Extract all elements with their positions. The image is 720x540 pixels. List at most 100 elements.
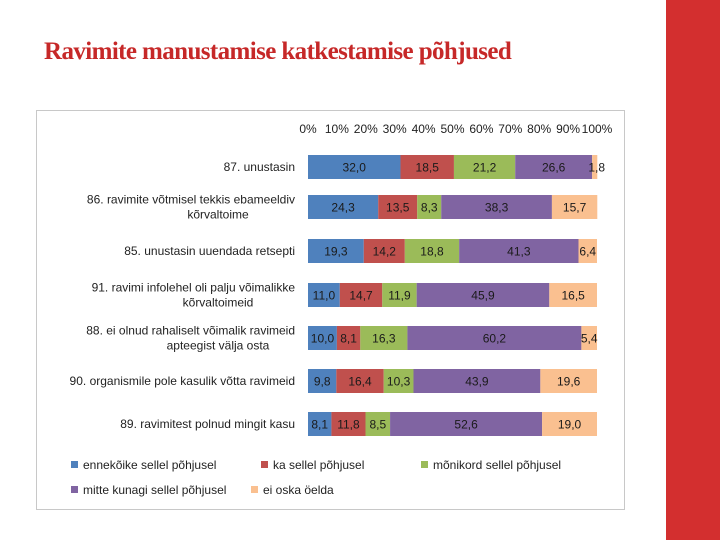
bar-segment-r2-s4 <box>578 239 597 263</box>
bar-segment-r1-s4 <box>551 195 598 219</box>
bar-segment-r1-s1 <box>378 195 418 219</box>
legend-label-0: ennekõike sellel põhjusel <box>83 458 216 472</box>
data-label-r2-s1: 14,2 <box>373 245 397 259</box>
data-label-r5-s2: 10,3 <box>387 375 411 389</box>
x-tick-label-10: 100% <box>582 122 613 136</box>
data-label-r3-s3: 45,9 <box>471 289 495 303</box>
data-label-r2-s4: 6,4 <box>579 245 596 259</box>
x-tick-label-5: 50% <box>440 122 464 136</box>
data-label-r1-s4: 15,7 <box>563 201 587 215</box>
bar-segment-r0-s1 <box>400 155 454 179</box>
category-label-0: 87. unustasin <box>224 160 295 174</box>
category-label-1-line-0: 86. ravimite võtmisel tekkis ebameeldiv <box>87 193 295 207</box>
bar-segment-r3-s1 <box>339 283 383 307</box>
bar-segment-r1-s2 <box>417 195 442 219</box>
legend-label-2: mõnikord sellel põhjusel <box>433 458 561 472</box>
x-tick-label-9: 90% <box>556 122 580 136</box>
bar-segment-r0-s0 <box>308 155 401 179</box>
data-label-r2-s2: 18,8 <box>420 245 444 259</box>
bar-segment-r4-s4 <box>581 326 597 350</box>
data-label-r3-s2: 11,9 <box>388 289 411 303</box>
bar-segment-r6-s4 <box>542 412 597 436</box>
data-label-r5-s3: 43,9 <box>465 375 489 389</box>
bar-segment-r6-s2 <box>365 412 391 436</box>
data-label-r6-s2: 8,5 <box>369 418 386 432</box>
data-label-r0-s3: 26,6 <box>542 161 566 175</box>
bar-segment-r2-s1 <box>363 239 405 263</box>
x-tick-label-1: 10% <box>325 122 349 136</box>
data-label-r6-s0: 8,1 <box>311 418 328 432</box>
bar-segment-r1-s3 <box>441 195 552 219</box>
bar-segment-r4-s2 <box>360 326 408 350</box>
legend-swatch-0 <box>71 461 78 468</box>
category-label-5: 90. organismile pole kasulik võtta ravim… <box>70 374 295 388</box>
data-label-r4-s2: 16,3 <box>372 332 396 346</box>
category-label-4-line-1: apteegist välja osta <box>167 339 270 353</box>
data-label-r3-s4: 16,5 <box>561 289 585 303</box>
legend-swatch-4 <box>251 486 258 493</box>
data-label-r4-s1: 8,1 <box>340 332 357 346</box>
bar-segment-r6-s0 <box>308 412 332 436</box>
category-label-1-line-1: kõrvaltoime <box>187 208 249 222</box>
data-label-r5-s1: 16,4 <box>348 375 372 389</box>
bar-segment-r0-s3 <box>515 155 593 179</box>
legend-swatch-2 <box>421 461 428 468</box>
bar-segment-r5-s3 <box>413 369 541 393</box>
data-label-r4-s4: 5,4 <box>581 332 598 346</box>
category-label-6: 89. ravimitest polnud mingit kasu <box>120 417 295 431</box>
bar-segment-r0-s4 <box>592 155 598 179</box>
x-tick-label-8: 80% <box>527 122 551 136</box>
data-label-r3-s1: 14,7 <box>349 289 373 303</box>
data-label-r0-s0: 32,0 <box>343 161 367 175</box>
data-label-r6-s3: 52,6 <box>454 418 478 432</box>
x-tick-label-4: 40% <box>412 122 436 136</box>
bar-segment-r3-s0 <box>308 283 340 307</box>
category-label-3-line-1: kõrvaltoimeid <box>183 296 254 310</box>
slide-title: Ravimite manustamise katkestamise põhjus… <box>44 38 512 65</box>
data-label-r5-s4: 19,6 <box>557 375 581 389</box>
x-tick-label-0: 0% <box>299 122 317 136</box>
legend-label-3: mitte kunagi sellel põhjusel <box>83 483 226 497</box>
x-tick-label-3: 30% <box>383 122 407 136</box>
bar-segment-r2-s0 <box>308 239 364 263</box>
bar-segment-r3-s2 <box>382 283 417 307</box>
data-label-r6-s1: 11,8 <box>337 418 360 432</box>
bar-segment-r3-s4 <box>549 283 597 307</box>
legend-swatch-3 <box>71 486 78 493</box>
chart-area: 0% 10% 20% 30% 40% 50% 60% 70% 80% 90% 100% 87. unu… <box>36 110 625 510</box>
category-label-4-line-0: 88. ei olnud rahaliselt võimalik ravimei… <box>86 324 295 338</box>
category-label-3-line-0: 91. ravimi infolehel oli palju võimalikk… <box>92 281 296 295</box>
stacked-bar-chart: 0% 10% 20% 30% 40% 50% 60% 70% 80% 90% 100% 87. unu… <box>70 122 613 497</box>
data-label-r1-s0: 24,3 <box>331 201 355 215</box>
data-label-r5-s0: 9,8 <box>314 375 331 389</box>
bar-segment-r5-s4 <box>540 369 597 393</box>
bar-segment-r0-s2 <box>453 155 516 179</box>
legend-label-1: ka sellel põhjusel <box>273 458 364 472</box>
bar-segment-r6-s1 <box>331 412 366 436</box>
legend-swatch-1 <box>261 461 268 468</box>
bar-segment-r4-s1 <box>336 326 361 350</box>
legend-label-4: ei oska öelda <box>263 483 334 497</box>
bar-segment-r3-s3 <box>416 283 550 307</box>
data-label-r1-s3: 38,3 <box>485 201 509 215</box>
data-label-r0-s2: 21,2 <box>473 161 497 175</box>
x-tick-label-6: 60% <box>469 122 493 136</box>
x-tick-label-2: 20% <box>354 122 378 136</box>
data-label-r4-s0: 10,0 <box>311 332 335 346</box>
data-label-r6-s4: 19,0 <box>558 418 582 432</box>
bar-segment-r4-s0 <box>308 326 337 350</box>
data-label-r2-s0: 19,3 <box>324 245 348 259</box>
accent-side-bar <box>666 0 720 540</box>
data-label-r1-s2: 8,3 <box>421 201 438 215</box>
bar-segment-r1-s0 <box>308 195 379 219</box>
data-label-r4-s3: 60,2 <box>483 332 507 346</box>
category-label-2: 85. unustasin uuendada retsepti <box>124 244 295 258</box>
data-label-r0-s4: 1,8 <box>588 161 605 175</box>
bar-segment-r5-s1 <box>336 369 384 393</box>
x-tick-label-7: 70% <box>498 122 522 136</box>
data-label-r2-s3: 41,3 <box>507 245 531 259</box>
bar-segment-r6-s3 <box>390 412 543 436</box>
bar-segment-r5-s2 <box>383 369 414 393</box>
bar-segment-r5-s0 <box>308 369 337 393</box>
data-label-r0-s1: 18,5 <box>416 161 440 175</box>
